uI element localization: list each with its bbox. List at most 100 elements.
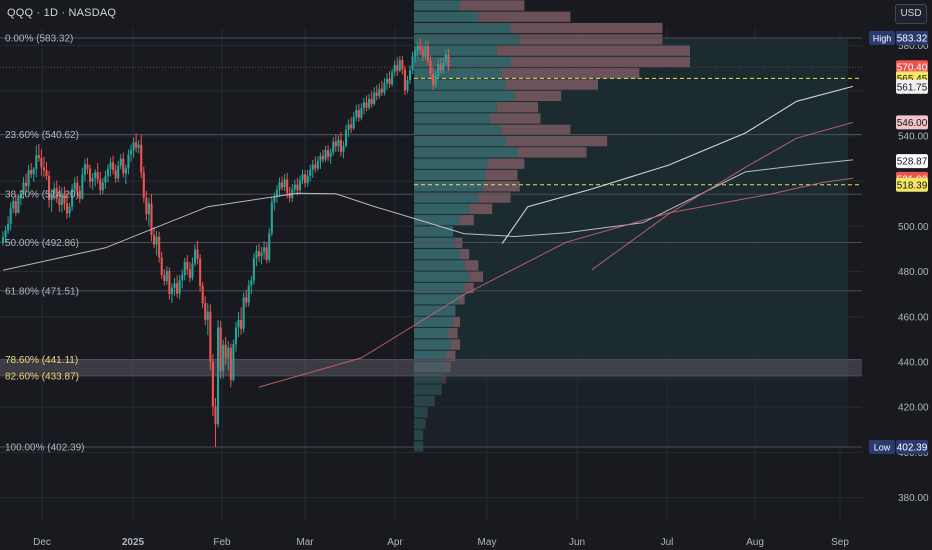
price-tag-value: 561.75 [897, 82, 928, 93]
candle-body [35, 155, 38, 169]
fib-level-label: 0.00% (583.32) [5, 34, 73, 45]
candle-body [155, 236, 158, 245]
candle-body [360, 108, 363, 118]
fib-level-label: 78.60% (441.11) [5, 355, 78, 366]
candle-body [424, 46, 427, 57]
candle-body [30, 170, 33, 175]
candle-body [416, 45, 419, 51]
candle-body [406, 80, 409, 91]
candle-body [160, 257, 163, 275]
candle-body [135, 142, 138, 148]
candle-body [270, 202, 273, 234]
price-tag-bg [896, 79, 928, 94]
candle-body [342, 145, 345, 152]
volume-profile-bar-down [469, 203, 493, 215]
candle-body [385, 78, 389, 84]
candles-layer [1, 38, 450, 447]
candle-body [327, 149, 330, 157]
price-axis-tick: 580.00 [898, 41, 929, 52]
volume-profile-bar-up [414, 282, 465, 294]
candle-body [86, 164, 89, 169]
symbol-title[interactable]: QQQ · 1D · NASDAQ [7, 7, 117, 19]
candle-body [214, 406, 217, 425]
candle-body [339, 139, 342, 152]
time-axis-label: May [478, 537, 497, 548]
candle-body [255, 250, 258, 259]
volume-profile-bar-down [441, 373, 447, 384]
candle-body [447, 54, 450, 68]
candle-body [124, 168, 127, 174]
candle-body [373, 92, 376, 105]
time-axis-label: Mar [296, 537, 314, 548]
candle-body [132, 142, 135, 151]
candle-body [268, 233, 271, 260]
volume-profile-bar-up [414, 181, 483, 192]
candle-body [434, 76, 437, 86]
candle-body [129, 150, 133, 155]
candle-body [391, 72, 394, 85]
volume-profile-bar-up [414, 271, 470, 282]
candle-body [380, 88, 383, 93]
volume-profile-bar-down [460, 294, 465, 305]
price-tag-bg [896, 154, 928, 169]
candle-body [181, 275, 184, 281]
price-tag-bg [896, 31, 928, 45]
candle-body [442, 62, 445, 71]
candle-body [250, 280, 253, 286]
candle-body [122, 158, 125, 174]
price-tag-value: 528.87 [897, 157, 928, 168]
profile-lower-box [414, 380, 848, 448]
candle-body [188, 269, 191, 278]
volume-profile-bar-down [496, 45, 690, 56]
candle-body [334, 141, 337, 147]
candle-body [368, 98, 371, 108]
time-axis-label: Sep [831, 537, 849, 548]
candle-body [411, 56, 414, 71]
candle-body [344, 129, 348, 146]
price-tag-bg [896, 115, 928, 130]
volume-profile-bar-up [414, 68, 502, 79]
candle-body [178, 280, 181, 294]
price-tag-label: High [873, 34, 892, 44]
volume-profile-bar-up [414, 339, 451, 350]
candle-body [109, 162, 112, 169]
price-tag-value: 518.39 [897, 180, 928, 191]
candle-body [216, 327, 220, 425]
fib-level-label: 82.60% (433.87) [5, 371, 79, 382]
candle-body [58, 198, 61, 205]
volume-profile-bar-down [489, 113, 541, 124]
fib-level-label: 23.60% (540.62) [5, 130, 79, 141]
candle-body [1, 237, 5, 244]
volume-profile-bar-down [460, 215, 474, 226]
moving-average-line [2, 159, 853, 271]
candle-body [191, 263, 194, 278]
candle-body [247, 285, 250, 303]
volume-profile-bar-up [414, 147, 518, 158]
volume-profile-bar-down [446, 350, 456, 361]
candle-body [347, 124, 350, 130]
volume-profile-bar-up [414, 248, 460, 260]
candle-body [311, 164, 314, 170]
candle-body [329, 152, 332, 157]
candle-body [22, 182, 25, 194]
candle-body [114, 170, 117, 179]
time-axis-layer: Dec 2025 Feb Mar Apr May Jun Jul Aug Sep [0, 528, 862, 550]
price-axis-tick: 440.00 [898, 357, 929, 368]
candle-body [76, 182, 79, 191]
candle-body [224, 344, 227, 359]
candle-body [265, 247, 268, 260]
currency-button[interactable]: USD [895, 4, 927, 24]
price-tag-value: 546.00 [897, 118, 928, 129]
candle-body [245, 297, 248, 303]
candle-body [273, 197, 276, 203]
candle-body [19, 193, 22, 199]
candle-body [401, 60, 404, 70]
candle-body [252, 258, 255, 281]
moving-average-line [501, 85, 854, 244]
candle-body [304, 174, 307, 184]
candle-body [240, 319, 243, 329]
price-tag-value: 570.40 [897, 63, 928, 74]
candle-body [183, 261, 186, 276]
